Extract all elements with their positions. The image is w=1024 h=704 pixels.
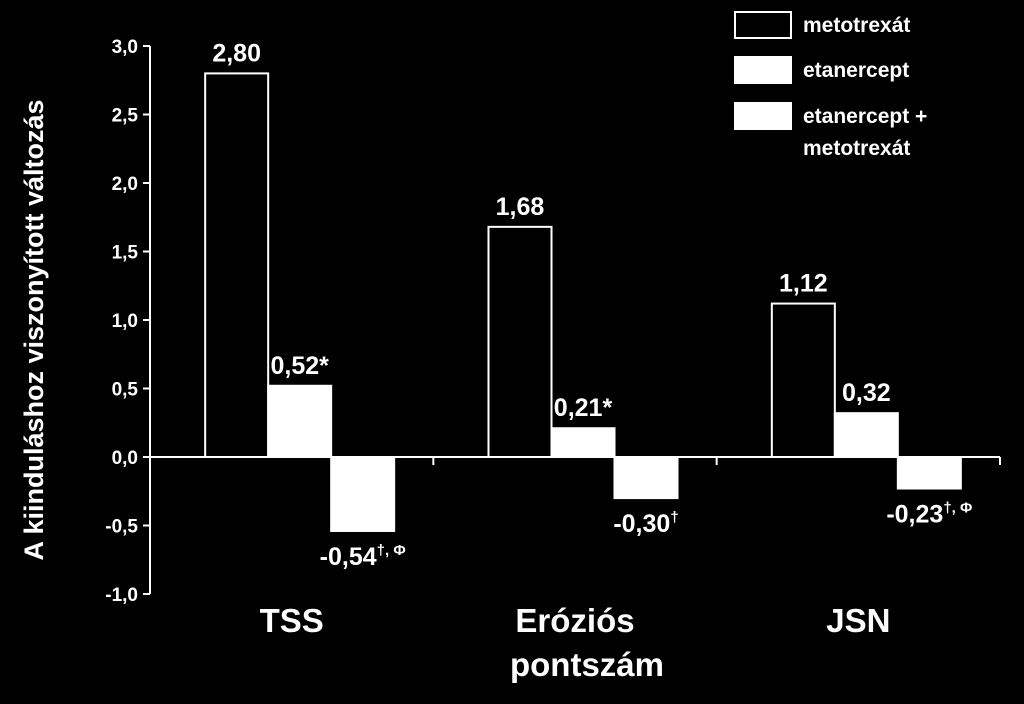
data-label-value: 0,52*: [270, 352, 329, 380]
legend-label: metotrexát: [803, 137, 910, 160]
y-axis: 3,0 2,5 2,0 1,5 1,0 0,5 0,0 -0,5 -1,0: [105, 37, 151, 606]
data-label-value: -0,23: [886, 501, 943, 529]
legend: metotrexát etanercept etanercept + metotrex…: [734, 11, 927, 160]
bar: [770, 302, 836, 458]
legend-label: etanercept: [803, 59, 909, 82]
data-label-footnote: †: [670, 509, 678, 526]
data-label-value: -0,30: [613, 510, 670, 538]
data-label-value: 0,32: [842, 379, 891, 407]
data-label-value: 1,68: [496, 193, 545, 221]
y-tick-label: 3,0: [112, 37, 138, 58]
data-label: -0,30†: [613, 509, 678, 538]
legend-label: etanercept +: [803, 105, 927, 128]
legend-swatch: [734, 56, 792, 84]
bar: [896, 456, 962, 490]
data-label-value: 0,21*: [554, 394, 613, 422]
data-label: 1,12: [779, 270, 828, 298]
bar: [613, 456, 679, 500]
y-tick-label: -1,0: [105, 585, 138, 606]
y-tick-label: 2,0: [112, 174, 138, 195]
y-tick-label: 1,5: [112, 243, 139, 264]
legend-label: metotrexát: [803, 14, 910, 37]
data-label-footnote: †, Φ: [943, 500, 972, 517]
category-label: Eróziós: [515, 602, 634, 639]
y-axis-label: A kiinduláshoz viszonyított változás: [19, 99, 49, 560]
data-label-value: 2,80: [212, 39, 261, 67]
category-label: pontszám: [510, 646, 664, 683]
bar: [330, 456, 396, 532]
y-tick-label: 0,0: [112, 448, 138, 469]
data-label: 0,52*: [270, 352, 329, 380]
bar: [267, 384, 333, 459]
bar: [204, 72, 270, 459]
category-label: JSN: [826, 602, 890, 639]
data-label: -0,54†, Φ: [320, 542, 406, 571]
data-label-footnote: †, Φ: [377, 542, 406, 559]
category-label: TSS: [260, 602, 324, 639]
data-label: 0,21*: [554, 394, 613, 422]
bar: [487, 225, 553, 458]
data-label-value: 1,12: [779, 270, 828, 298]
data-label: 1,68: [496, 193, 545, 221]
bar: [550, 427, 616, 459]
legend-swatch: [734, 11, 792, 39]
bar: [833, 412, 899, 459]
y-tick-label: -0,5: [105, 517, 138, 538]
data-label: -0,23†, Φ: [886, 500, 972, 529]
legend-swatch: [734, 102, 792, 130]
data-label: 0,32: [842, 379, 891, 407]
y-tick-label: 0,5: [112, 380, 139, 401]
y-tick-label: 1,0: [112, 311, 138, 332]
data-label-value: -0,54: [320, 543, 377, 571]
x-axis: TSS Eróziós pontszám JSN: [150, 456, 1001, 683]
y-tick-label: 2,5: [112, 106, 139, 127]
data-label: 2,80: [212, 39, 261, 67]
